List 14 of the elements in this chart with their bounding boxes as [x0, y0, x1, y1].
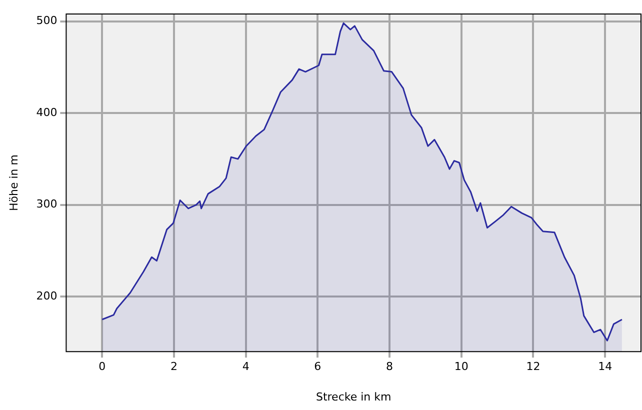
x-tick-label: 8	[386, 360, 394, 374]
x-tick-label: 10	[454, 360, 468, 374]
y-tick-label: 500	[36, 14, 58, 28]
x-axis-title: Strecke in km	[316, 390, 392, 404]
y-axis-title: Höhe in m	[7, 154, 20, 212]
x-tick-label: 6	[314, 360, 322, 374]
x-tick-label: 2	[170, 360, 178, 374]
x-tick-label: 0	[98, 360, 106, 374]
y-tick-label: 300	[36, 198, 58, 211]
x-tick-label: 14	[598, 360, 612, 374]
y-tick-label: 400	[36, 106, 58, 119]
x-tick-label: 12	[526, 360, 540, 374]
x-tick-label: 4	[242, 360, 250, 374]
y-tick-label: 200	[36, 289, 58, 302]
